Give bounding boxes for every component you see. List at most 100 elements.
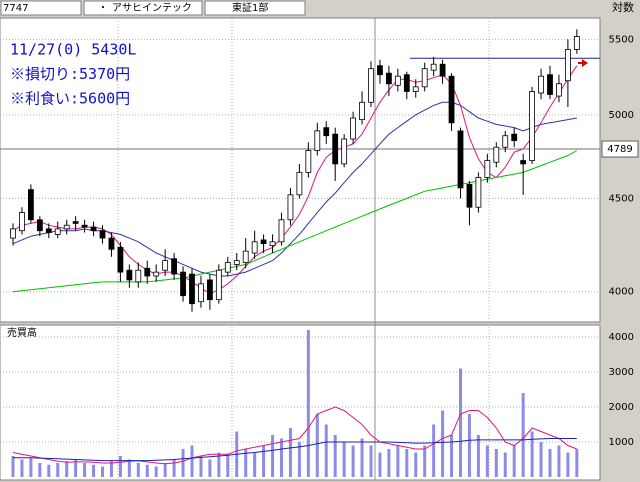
candle-body: [565, 49, 571, 82]
candle-body: [430, 63, 437, 71]
volume-bar: [172, 459, 176, 477]
volume-bar: [38, 463, 42, 477]
annotation: ※損切り:5370円: [10, 65, 130, 83]
volume-bar: [109, 461, 113, 477]
candle-body: [457, 130, 464, 189]
header-box: [83, 0, 203, 16]
volume-bar: [271, 435, 275, 477]
candle-body: [54, 228, 61, 235]
volume-bar: [56, 463, 60, 477]
candle-body: [421, 68, 428, 88]
candle-body: [439, 63, 446, 77]
annotation: ※利食い:5600円: [10, 90, 130, 108]
volume-bar: [324, 424, 328, 477]
candle-body: [144, 267, 151, 277]
candle-body: [135, 269, 142, 283]
volume-bar: [47, 464, 51, 477]
volume-bar: [288, 428, 292, 477]
candle-body: [72, 221, 79, 224]
candle-body: [126, 269, 133, 281]
candle-body: [341, 138, 348, 165]
volume-bar: [557, 445, 561, 477]
candle-body: [233, 260, 240, 265]
volume-bar: [360, 438, 364, 477]
candle-body: [278, 219, 285, 243]
volume-bar: [521, 393, 525, 477]
volume-bar: [315, 414, 319, 477]
candle-body: [36, 219, 43, 232]
candle-body: [305, 150, 312, 173]
panel-title: 売買高: [7, 326, 37, 339]
candle-body: [153, 271, 160, 277]
volume-bar: [566, 452, 570, 477]
candle-body: [81, 224, 88, 228]
volume-bar: [101, 466, 104, 477]
candle-body: [45, 228, 52, 233]
volume-bar: [181, 449, 185, 477]
price-marker-box: [601, 140, 639, 158]
candle-body: [189, 273, 195, 305]
scale-mode: 対数: [612, 0, 634, 14]
volume-bar: [530, 431, 534, 477]
volume-bar: [136, 463, 140, 477]
candle-body: [493, 146, 500, 163]
volume-bar: [199, 456, 203, 477]
candle-body: [529, 91, 535, 161]
y-tick-label: 4000: [609, 287, 634, 298]
volume-bar: [297, 442, 301, 477]
candle-body: [296, 171, 303, 196]
volume-bar: [29, 457, 33, 477]
volume-bar: [118, 456, 122, 477]
candle-body: [260, 239, 267, 245]
candle-body: [538, 75, 544, 94]
volume-bar: [190, 445, 194, 477]
candle-body: [242, 250, 249, 263]
volume-bar: [145, 464, 149, 477]
candle-body: [484, 160, 491, 178]
volume-bar: [396, 445, 400, 477]
candle-body: [215, 269, 222, 301]
candle-body: [448, 75, 455, 124]
y-tick-label: 5500: [609, 34, 634, 45]
candle-body: [377, 65, 383, 76]
volume-bar: [539, 442, 543, 477]
candle-body: [99, 230, 106, 239]
candle-body: [350, 117, 357, 140]
candle-body: [224, 262, 231, 273]
moving-average: [13, 438, 577, 462]
volume-bar: [387, 449, 391, 477]
candle-body: [520, 160, 527, 165]
moving-average: [12, 406, 577, 465]
candle-body: [63, 224, 70, 230]
annotation: 11/27(0) 5430L: [10, 41, 136, 59]
candle-body: [287, 194, 294, 221]
price-panel: [0, 17, 601, 323]
volume-bar: [244, 449, 248, 477]
candle-body: [385, 72, 392, 85]
candle-body: [117, 247, 124, 273]
y-tick-label: 5000: [609, 110, 634, 121]
volume-bar: [92, 464, 96, 477]
volume-bar: [306, 330, 310, 477]
candle-body: [90, 226, 97, 232]
y-tick-label: 2000: [609, 402, 634, 413]
volume-bar: [280, 438, 283, 477]
volume-bar: [512, 445, 516, 477]
candle-body: [502, 135, 509, 148]
volume-bar: [423, 445, 427, 477]
volume-bar: [369, 445, 373, 477]
market: 東証1部: [232, 1, 268, 14]
price-marker-label: 4789: [607, 144, 632, 155]
y-tick-label: 1000: [609, 437, 634, 448]
volume-bar: [20, 459, 24, 477]
volume-bar: [74, 459, 78, 477]
candle-body: [27, 189, 34, 221]
candle-body: [511, 133, 518, 142]
candle-body: [269, 241, 276, 246]
candle-body: [251, 241, 258, 254]
volume-bar: [503, 452, 507, 477]
candle-body: [394, 75, 401, 86]
volume-bar: [441, 410, 445, 477]
y-tick-label: 4500: [609, 193, 634, 204]
